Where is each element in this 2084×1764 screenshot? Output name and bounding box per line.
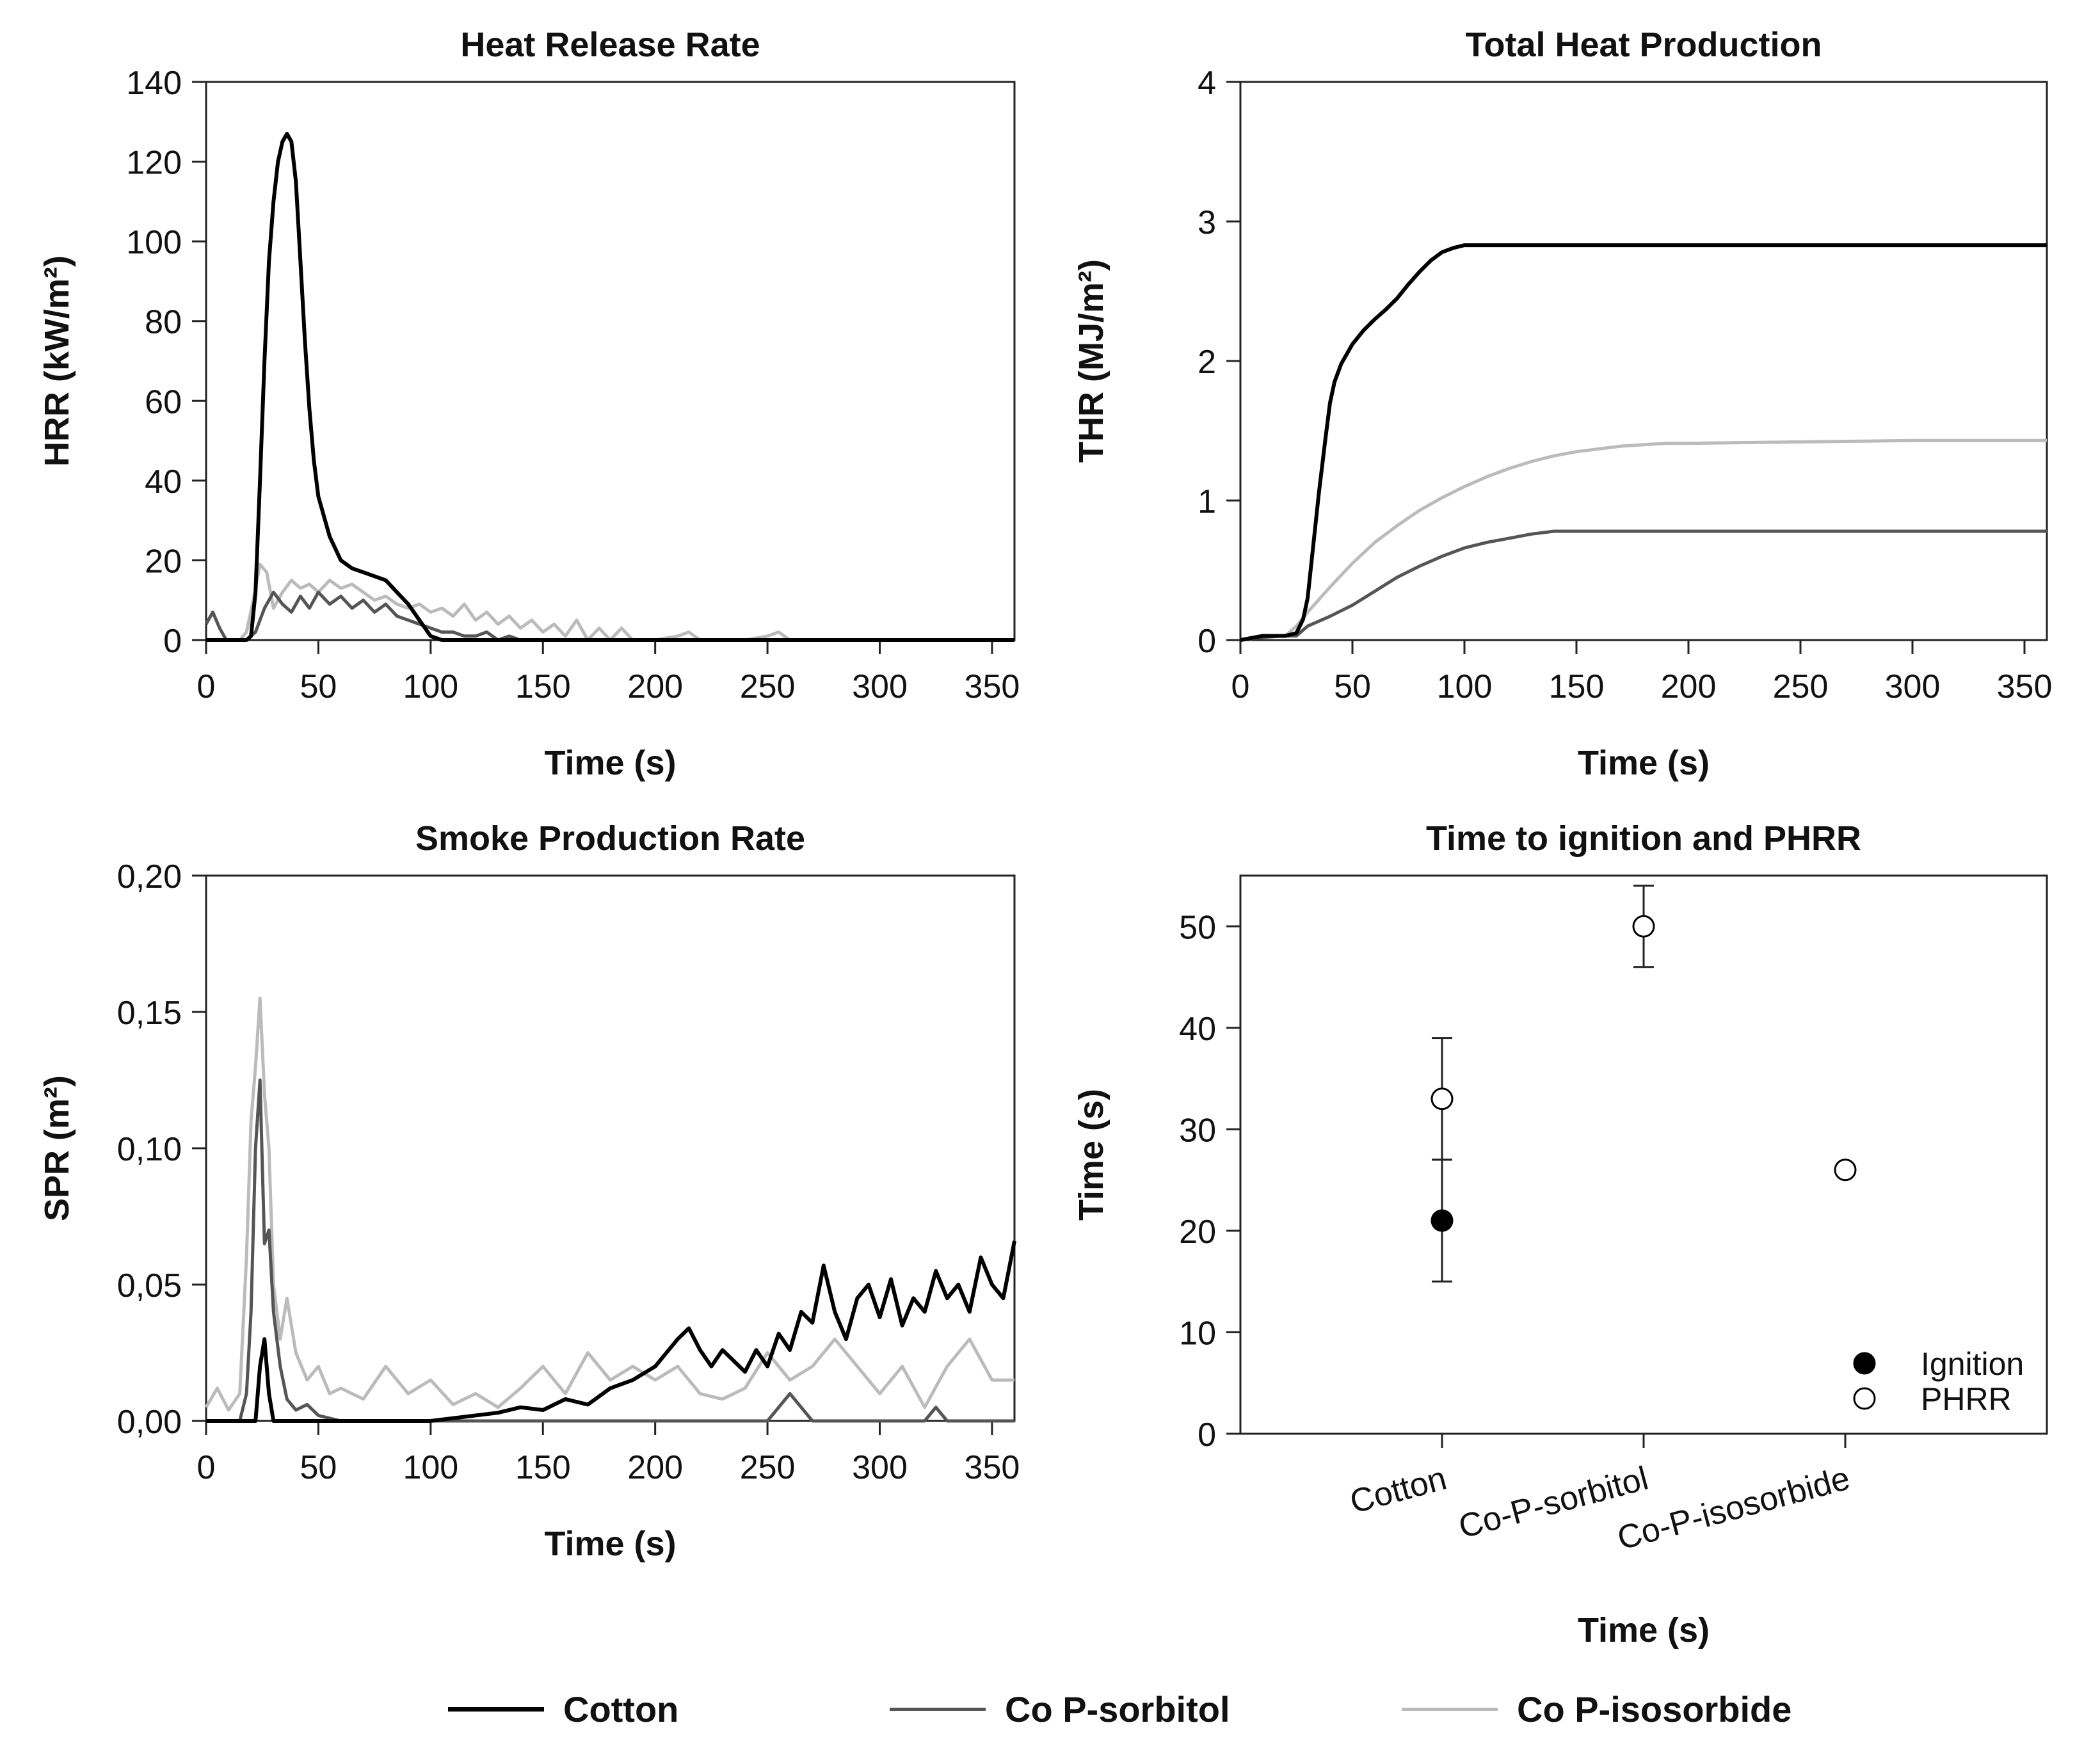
- hrr-series-co-p-sorbitol: [204, 590, 1014, 642]
- thr-xtick-label: 0: [1231, 668, 1250, 705]
- hrr-xlabel: Time (s): [544, 744, 676, 782]
- thr-series-cotton: [1240, 243, 2047, 642]
- figure-legend: Cotton Co P-sorbitol Co P-isosorbide: [0, 1671, 2084, 1747]
- legend-swatch-isosorbide: [1402, 1707, 1498, 1711]
- hrr-ytick-label: 140: [126, 65, 182, 102]
- thr-ytick-label: 2: [1198, 344, 1216, 381]
- hrr-xtick-label: 150: [515, 668, 571, 705]
- thr-ytick-label: 4: [1198, 65, 1216, 102]
- spr-ylabel: SPR (m²): [38, 1075, 76, 1221]
- tti-legend-marker-ignition: [1853, 1352, 1876, 1375]
- thr-xtick-label: 100: [1437, 668, 1493, 705]
- spr-ytick-label: 0,05: [117, 1267, 182, 1304]
- hrr-xtick-label: 0: [197, 668, 216, 705]
- legend-item-isosorbide: Co P-isosorbide: [1402, 1671, 1791, 1747]
- tti-legend-marker-phrr: [1853, 1387, 1876, 1410]
- hrr-series-cotton: [206, 132, 1014, 642]
- tti-ytick-label: 40: [1179, 1011, 1216, 1048]
- tti-legend-label-phrr: PHRR: [1921, 1381, 2012, 1417]
- thr-ytick-label: 0: [1198, 623, 1216, 660]
- thr-xlabel: Time (s): [1578, 744, 1710, 782]
- thr-xtick-label: 300: [1885, 668, 1941, 705]
- spr-plot-frame: [205, 874, 1016, 1422]
- tti-xlabel: Time (s): [1578, 1611, 1710, 1649]
- tti-ytick-label: 10: [1179, 1315, 1216, 1352]
- thr-xtick-label: 350: [1997, 668, 2053, 705]
- thr-ytick-label: 1: [1198, 483, 1216, 520]
- spr-xtick-label: 300: [852, 1449, 908, 1486]
- tti-ylabel: Time (s): [1072, 1089, 1110, 1221]
- legend-label-isosorbide: Co P-isosorbide: [1517, 1688, 1792, 1729]
- thr-title: Total Heat Production: [1465, 26, 1822, 64]
- tti-point-ignition: [1431, 1209, 1454, 1232]
- legend-item-sorbitol: Co P-sorbitol: [890, 1671, 1230, 1747]
- hrr-ytick-label: 60: [145, 383, 182, 421]
- thr-xtick-label: 150: [1549, 668, 1605, 705]
- spr-xtick-label: 150: [515, 1449, 571, 1486]
- spr-xtick-label: 50: [300, 1449, 337, 1486]
- tti-title: Time to ignition and PHRR: [1426, 819, 1861, 858]
- spr-series-co-p-sorbitol: [206, 1078, 1014, 1423]
- thr-xtick-label: 250: [1773, 668, 1829, 705]
- thr-ytick-label: 3: [1198, 204, 1216, 241]
- hrr-ytick-label: 20: [145, 543, 182, 580]
- legend-label-sorbitol: Co P-sorbitol: [1005, 1688, 1230, 1729]
- hrr-ytick-label: 40: [145, 463, 182, 501]
- tti-point-phrr: [1632, 915, 1655, 938]
- spr-xtick-label: 350: [965, 1449, 1020, 1486]
- thr-series-co-p-isosorbide: [1240, 438, 2047, 642]
- hrr-xtick-label: 100: [403, 668, 458, 705]
- thr-xtick-label: 200: [1661, 668, 1717, 705]
- hrr-xtick-label: 350: [965, 668, 1020, 705]
- hrr-ytick-label: 0: [163, 623, 182, 660]
- thr-ylabel: THR (MJ/m²): [1072, 259, 1110, 463]
- hrr-ytick-label: 80: [145, 304, 182, 341]
- spr-xtick-label: 100: [403, 1449, 458, 1486]
- tti-legend-label-ignition: Ignition: [1921, 1346, 2024, 1382]
- hrr-xtick-label: 250: [740, 668, 796, 705]
- hrr-xtick-label: 300: [852, 668, 908, 705]
- spr-xtick-label: 0: [197, 1449, 216, 1486]
- hrr-ylabel: HRR (kW/m²): [38, 255, 76, 467]
- tti-category-label: Co-P-isosorbide: [1614, 1460, 1854, 1558]
- hrr-title: Heat Release Rate: [460, 26, 760, 64]
- legend-swatch-cotton: [448, 1706, 544, 1712]
- spr-xlabel: Time (s): [544, 1525, 676, 1563]
- tti-ytick-label: 30: [1179, 1112, 1216, 1149]
- tti-category-label: Cotton: [1346, 1460, 1450, 1521]
- spr-title: Smoke Production Rate: [415, 819, 805, 858]
- hrr-ytick-label: 100: [126, 224, 182, 261]
- spr-series-cotton: [206, 1240, 1016, 1423]
- spr-ytick-label: 0,15: [117, 995, 182, 1032]
- tti-ytick-label: 0: [1198, 1416, 1216, 1454]
- spr-ytick-label: 0,10: [117, 1131, 182, 1168]
- spr-xtick-label: 200: [627, 1449, 683, 1486]
- tti-ytick-label: 50: [1179, 909, 1216, 946]
- tti-panel: Time to ignition and PHRR 0 10 20 30 40 50 Time…: [1072, 819, 2048, 1649]
- spr-ytick-label: 0,00: [117, 1404, 182, 1441]
- tti-ytick-label: 20: [1179, 1214, 1216, 1251]
- spr-ytick-label: 0,20: [117, 858, 182, 895]
- spr-panel: Smoke Production Rate 0,00 0,05 0,10 0,15 0,2…: [38, 819, 1020, 1563]
- hrr-plot-frame: [205, 81, 1016, 641]
- hrr-panel: Heat Release Rate 0 20 40 60 80 100 120 140 HRR (…: [38, 26, 1020, 782]
- hrr-xtick-label: 50: [300, 668, 337, 705]
- legend-swatch-sorbitol: [890, 1707, 986, 1711]
- thr-panel: Total Heat Production 0 1 2 3 4 THR (MJ/m²) 0 50…: [1072, 26, 2052, 782]
- tti-point-phrr: [1834, 1159, 1857, 1182]
- hrr-xtick-label: 200: [627, 668, 683, 705]
- tti-point-phrr: [1431, 1087, 1454, 1111]
- hrr-ytick-label: 120: [126, 145, 182, 182]
- legend-label-cotton: Cotton: [563, 1688, 679, 1729]
- legend-item-cotton: Cotton: [448, 1671, 678, 1747]
- spr-series-co-p-isosorbide: [204, 997, 1014, 1412]
- thr-series-co-p-sorbitol: [1240, 529, 2047, 642]
- spr-xtick-label: 250: [740, 1449, 796, 1486]
- thr-xtick-label: 50: [1334, 668, 1371, 705]
